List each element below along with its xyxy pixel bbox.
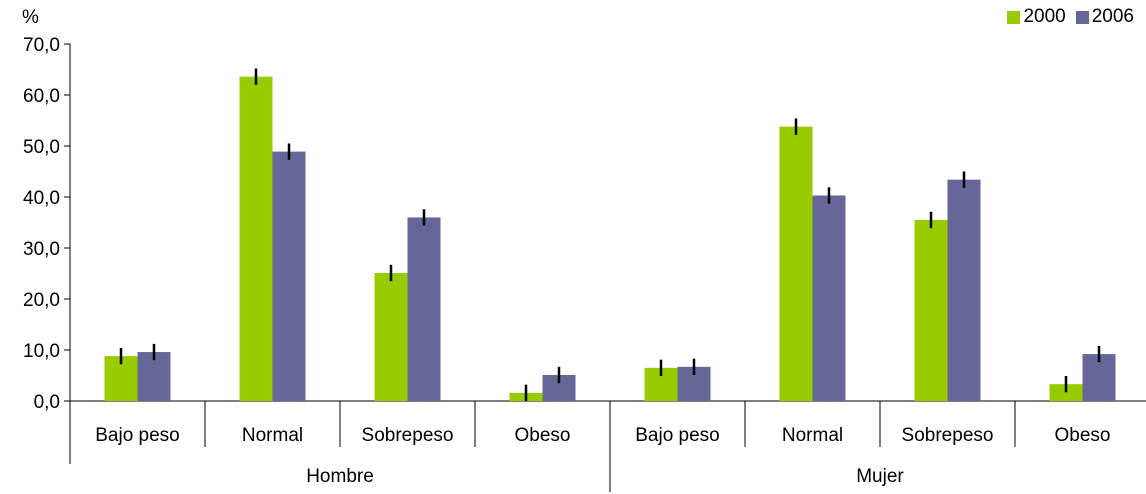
- bar-2006: [812, 195, 846, 401]
- x-category-label: Obeso: [1055, 425, 1111, 446]
- legend-item-2006: 2006: [1075, 6, 1134, 28]
- chart-legend: 2000 2006: [997, 6, 1134, 28]
- y-tick-label: 0,0: [34, 392, 60, 413]
- bar-2006: [947, 179, 981, 401]
- x-category-label: Sobrepeso: [362, 425, 454, 446]
- x-group-label: Mujer: [856, 466, 904, 487]
- legend-label-2000: 2000: [1023, 6, 1066, 27]
- legend-item-2000: 2000: [1007, 6, 1066, 28]
- bar-2000: [374, 272, 408, 401]
- bar-2000: [239, 76, 273, 401]
- x-category-label: Sobrepeso: [902, 425, 994, 446]
- y-tick-label: 60,0: [23, 86, 60, 107]
- bar-2000: [779, 126, 813, 402]
- bar-2000: [914, 219, 948, 401]
- y-tick-label: 30,0: [23, 239, 60, 260]
- legend-swatch-2006: [1075, 10, 1089, 24]
- legend-swatch-2000: [1007, 10, 1021, 24]
- y-tick-label: 50,0: [23, 137, 60, 158]
- y-tick-label: 40,0: [23, 188, 60, 209]
- x-category-label: Obeso: [515, 425, 571, 446]
- y-tick-label: 70,0: [23, 35, 60, 56]
- bar-2000: [1049, 384, 1083, 401]
- bar-2006: [272, 151, 306, 401]
- y-axis-unit-label: %: [22, 7, 39, 28]
- y-tick-label: 10,0: [23, 341, 60, 362]
- x-group-label: Hombre: [306, 466, 374, 487]
- x-category-label: Bajo peso: [635, 425, 720, 446]
- y-tick-label: 20,0: [23, 290, 60, 311]
- x-category-label: Normal: [242, 425, 303, 446]
- x-category-label: Normal: [782, 425, 843, 446]
- bar-2006: [407, 217, 441, 401]
- x-category-label: Bajo peso: [95, 425, 180, 446]
- legend-label-2006: 2006: [1091, 6, 1134, 27]
